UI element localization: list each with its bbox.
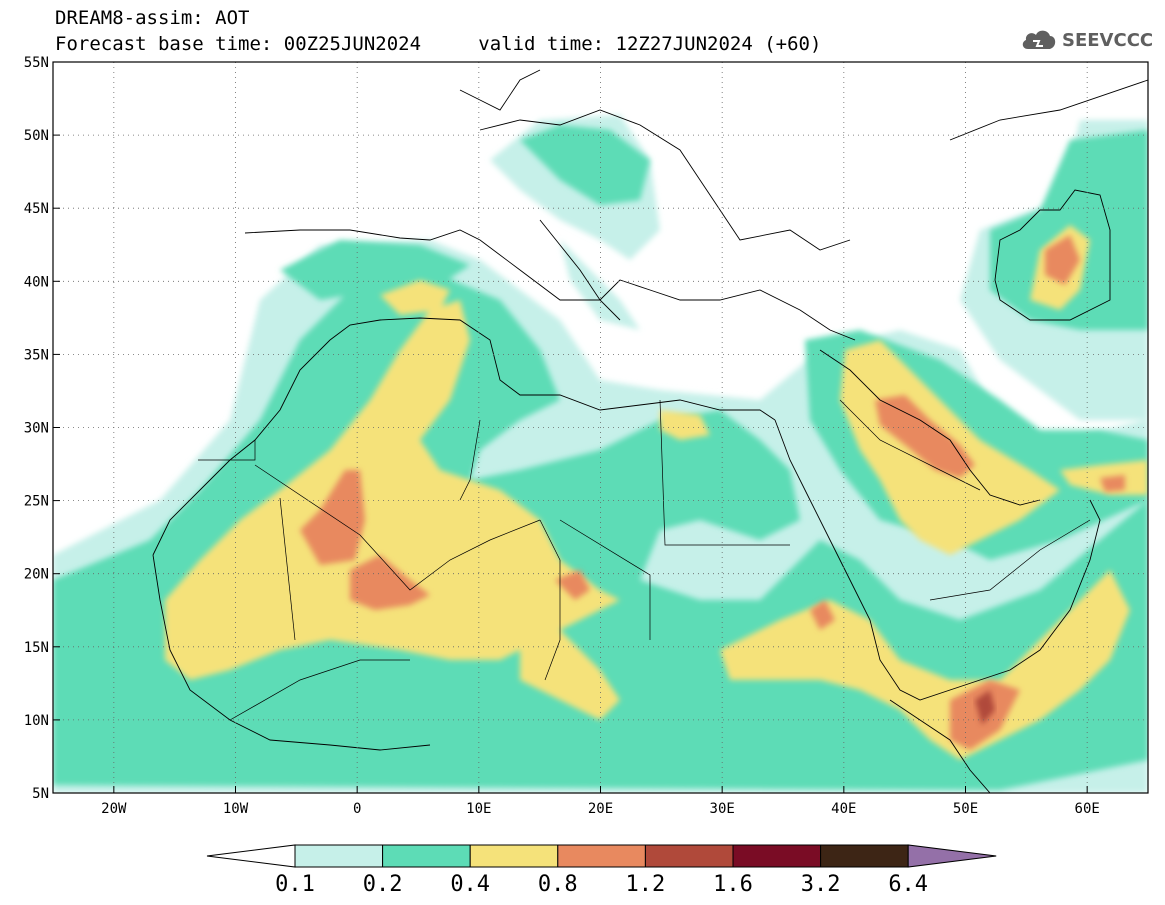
- lat-tick-label: 25N: [24, 494, 49, 510]
- lon-tick-label: 60E: [1075, 801, 1100, 817]
- colorbar-cell: [294, 844, 384, 868]
- lat-tick-label: 20N: [24, 567, 49, 583]
- lat-axis: 55N 50N 45N 40N 35N 30N 25N 20N 15N 10N 5N: [24, 55, 60, 802]
- lon-tick-label: 20E: [588, 801, 613, 817]
- country-borders: [198, 399, 1091, 721]
- logo-text: SEEVCCC: [1062, 29, 1154, 51]
- lon-tick-label: 40E: [831, 801, 856, 817]
- lon-tick-label: 10W: [223, 801, 249, 817]
- lat-tick-label: 55N: [24, 55, 49, 71]
- forecast-base-time: Forecast base time: 00Z25JUN2024: [55, 33, 422, 55]
- colorbar-level-label: 3.2: [801, 872, 841, 897]
- lon-axis: 20W 10W 0 10E 20E 30E 40E 50E 60E: [101, 786, 1100, 817]
- lat-tick-label: 45N: [24, 201, 49, 217]
- colorbar-level-label: 0.8: [538, 872, 578, 897]
- lat-tick-label: 50N: [24, 128, 49, 144]
- lat-tick-label: 10N: [24, 713, 49, 729]
- colorbar-cell: [820, 844, 909, 868]
- colorbar-cell: [557, 844, 646, 868]
- colorbar-level-label: 1.2: [626, 872, 666, 897]
- colorbar-level-label: 0.4: [450, 872, 490, 897]
- colorbar-under-arrow: [206, 844, 296, 868]
- lat-tick-label: 5N: [32, 786, 49, 802]
- aot-level-1.2: [975, 690, 995, 725]
- colorbar-over-arrow: [907, 844, 997, 868]
- colorbar-level-label: 0.2: [363, 872, 403, 897]
- colorbar-level-label: 0.1: [275, 872, 315, 897]
- lat-tick-label: 15N: [24, 640, 49, 656]
- lat-tick-label: 40N: [24, 274, 49, 290]
- time-info: Forecast base time: 00Z25JUN2024 valid t…: [55, 34, 821, 54]
- lon-tick-label: 30E: [710, 801, 735, 817]
- lon-tick-label: 50E: [953, 801, 978, 817]
- lon-tick-label: 20W: [101, 801, 127, 817]
- colorbar-cell: [469, 844, 559, 868]
- lon-tick-label: 10E: [466, 801, 491, 817]
- lat-tick-label: 30N: [24, 421, 49, 437]
- map-title: DREAM8-assim: AOT: [55, 7, 250, 29]
- cloud-icon: [1022, 30, 1056, 49]
- seevccc-logo: SEEVCCC: [1020, 26, 1153, 54]
- valid-time: valid time: 12Z27JUN2024 (+60): [478, 33, 822, 55]
- colorbar-level-label: 6.4: [888, 872, 928, 897]
- grid-lines: [53, 62, 1148, 793]
- colorbar-level-label: 1.6: [713, 872, 753, 897]
- colorbar-cell: [382, 844, 471, 868]
- lon-tick-label: 0: [353, 801, 361, 817]
- lat-tick-label: 35N: [24, 347, 49, 363]
- colorbar-cell: [644, 844, 734, 868]
- colorbar-cell: [732, 844, 822, 868]
